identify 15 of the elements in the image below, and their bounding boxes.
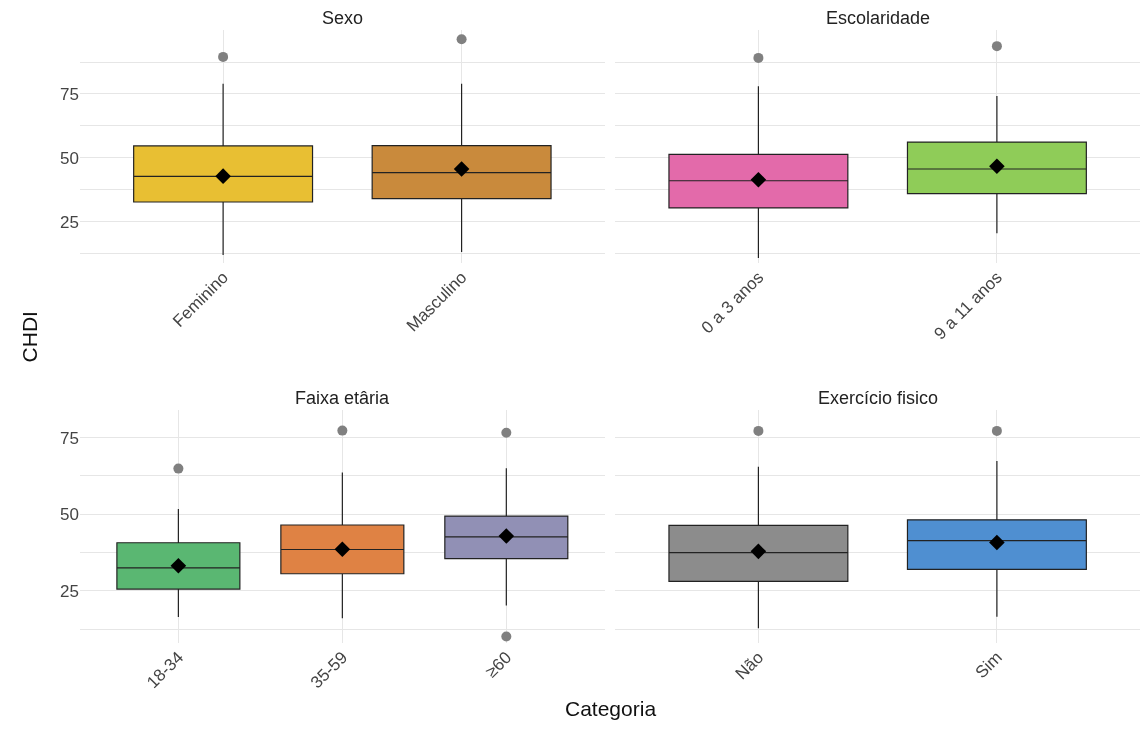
chart-title: Faixa etâria: [295, 388, 391, 408]
y-tick-label: 50: [60, 148, 79, 168]
y-tick-label: 50: [60, 505, 79, 525]
x-tick-label: Não: [731, 647, 768, 684]
y-tick-label: 75: [60, 84, 79, 104]
x-axis-title: Categoria: [565, 697, 657, 720]
y-tick-label: 75: [60, 428, 79, 448]
y-axis-title: CHDI: [18, 311, 42, 363]
x-tick-label: Sim: [971, 647, 1006, 683]
y-tick-label: 25: [60, 212, 79, 232]
chart-title: Exercício fisico: [818, 388, 939, 408]
chart-title: Escolaridade: [826, 8, 931, 28]
y-tick-label: 25: [60, 581, 79, 601]
x-tick-label: ≥60: [481, 647, 516, 682]
chart-title: Sexo: [322, 8, 364, 28]
